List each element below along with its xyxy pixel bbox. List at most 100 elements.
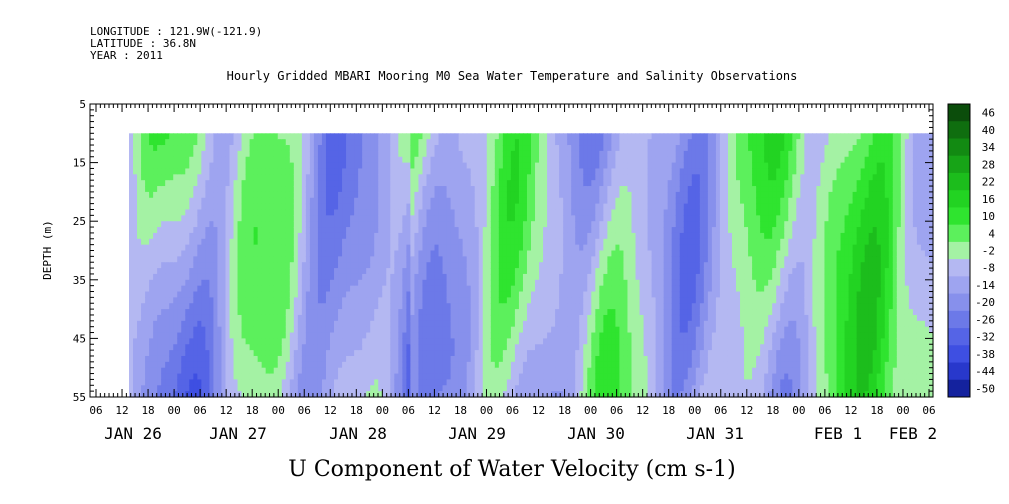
heatmap-cell bbox=[165, 174, 170, 181]
heatmap-cell bbox=[185, 379, 190, 386]
heatmap-cell bbox=[137, 180, 142, 187]
heatmap-cell bbox=[470, 197, 476, 205]
heatmap-cell bbox=[370, 338, 375, 345]
heatmap-cell bbox=[506, 332, 512, 339]
heatmap-cell bbox=[543, 139, 548, 146]
heatmap-cell bbox=[490, 203, 496, 211]
heatmap-cell bbox=[293, 168, 299, 175]
heatmap-cell bbox=[531, 174, 536, 181]
heatmap-cell bbox=[237, 314, 243, 322]
heatmap-cell bbox=[539, 162, 544, 170]
heatmap-cell bbox=[567, 150, 572, 158]
heatmap-cell bbox=[510, 303, 516, 310]
heatmap-cell bbox=[398, 367, 403, 375]
heatmap-cell bbox=[442, 262, 448, 269]
heatmap-cell bbox=[181, 367, 186, 375]
heatmap-cell bbox=[474, 191, 480, 199]
heatmap-cell bbox=[245, 232, 251, 240]
heatmap-cell bbox=[281, 320, 287, 328]
heatmap-cell bbox=[478, 332, 484, 339]
heatmap-cell bbox=[181, 250, 186, 257]
heatmap-cell bbox=[422, 156, 428, 164]
heatmap-cell bbox=[547, 256, 552, 263]
heatmap-cell bbox=[273, 326, 279, 334]
heatmap-cell bbox=[474, 367, 480, 375]
heatmap-cell bbox=[370, 168, 375, 175]
heatmap-cell bbox=[245, 385, 251, 392]
heatmap-cell bbox=[277, 268, 283, 275]
heatmap-cell bbox=[394, 244, 399, 252]
heatmap-cell bbox=[225, 332, 231, 339]
heatmap-cell bbox=[321, 350, 327, 357]
heatmap-cell bbox=[434, 174, 440, 181]
heatmap-cell bbox=[518, 168, 524, 175]
heatmap-cell bbox=[535, 232, 540, 240]
heatmap-cell bbox=[571, 203, 576, 211]
heatmap-cell bbox=[526, 191, 532, 199]
heatmap-cell bbox=[149, 186, 154, 193]
heatmap-cell bbox=[169, 379, 174, 386]
heatmap-cell bbox=[438, 186, 444, 193]
heatmap-cell bbox=[177, 320, 182, 328]
heatmap-cell bbox=[438, 250, 444, 257]
heatmap-cell bbox=[522, 150, 528, 158]
heatmap-cell bbox=[494, 326, 500, 334]
heatmap-cell bbox=[325, 297, 331, 304]
heatmap-cell bbox=[309, 279, 315, 287]
heatmap-cell bbox=[522, 279, 528, 287]
heatmap-cell bbox=[193, 145, 198, 152]
heatmap-cell bbox=[201, 361, 206, 369]
heatmap-cell bbox=[470, 186, 476, 193]
heatmap-cell bbox=[317, 186, 323, 193]
heatmap-cell bbox=[165, 139, 170, 146]
heatmap-cell bbox=[555, 203, 560, 211]
heatmap-cell bbox=[309, 297, 315, 304]
heatmap-cell bbox=[185, 355, 190, 363]
heatmap-cell bbox=[406, 320, 411, 328]
heatmap-cell bbox=[522, 145, 528, 152]
heatmap-cell bbox=[482, 367, 488, 375]
heatmap-cell bbox=[338, 221, 343, 228]
heatmap-cell bbox=[486, 232, 492, 240]
heatmap-cell bbox=[498, 291, 504, 298]
heatmap-cell bbox=[245, 162, 251, 170]
heatmap-cell bbox=[173, 139, 178, 146]
heatmap-cell bbox=[450, 332, 456, 339]
heatmap-cell bbox=[165, 232, 170, 240]
heatmap-cell bbox=[567, 221, 572, 228]
heatmap-cell bbox=[261, 273, 267, 281]
heatmap-cell bbox=[261, 162, 267, 170]
heatmap-cell bbox=[149, 303, 154, 310]
heatmap-cell bbox=[430, 262, 436, 269]
heatmap-cell bbox=[478, 338, 484, 345]
heatmap-cell bbox=[434, 256, 440, 263]
heatmap-cell bbox=[547, 338, 552, 345]
heatmap-cell bbox=[434, 232, 440, 240]
heatmap-cell bbox=[173, 156, 178, 164]
heatmap-cell bbox=[313, 221, 319, 228]
heatmap-cell bbox=[177, 355, 182, 363]
heatmap-cell bbox=[450, 150, 456, 158]
heatmap-cell bbox=[313, 309, 319, 316]
heatmap-cell bbox=[547, 344, 552, 351]
heatmap-cell bbox=[454, 279, 460, 287]
heatmap-cell bbox=[189, 232, 194, 240]
heatmap-cell bbox=[354, 373, 359, 381]
heatmap-cell bbox=[161, 203, 166, 211]
heatmap-cell bbox=[197, 186, 202, 193]
heatmap-cell bbox=[346, 291, 351, 298]
heatmap-cell bbox=[366, 238, 371, 246]
heatmap-cell bbox=[422, 291, 428, 298]
heatmap-cell bbox=[185, 180, 190, 187]
heatmap-cell bbox=[209, 373, 215, 381]
heatmap-cell bbox=[149, 209, 154, 216]
heatmap-cell bbox=[189, 361, 194, 369]
heatmap-cell bbox=[490, 367, 496, 375]
heatmap-cell bbox=[221, 209, 227, 216]
heatmap-cell bbox=[446, 285, 452, 293]
heatmap-cell bbox=[454, 367, 460, 375]
heatmap-cell bbox=[193, 273, 198, 281]
heatmap-cell bbox=[535, 320, 540, 328]
heatmap-cell bbox=[253, 209, 259, 216]
heatmap-cell bbox=[522, 338, 528, 345]
